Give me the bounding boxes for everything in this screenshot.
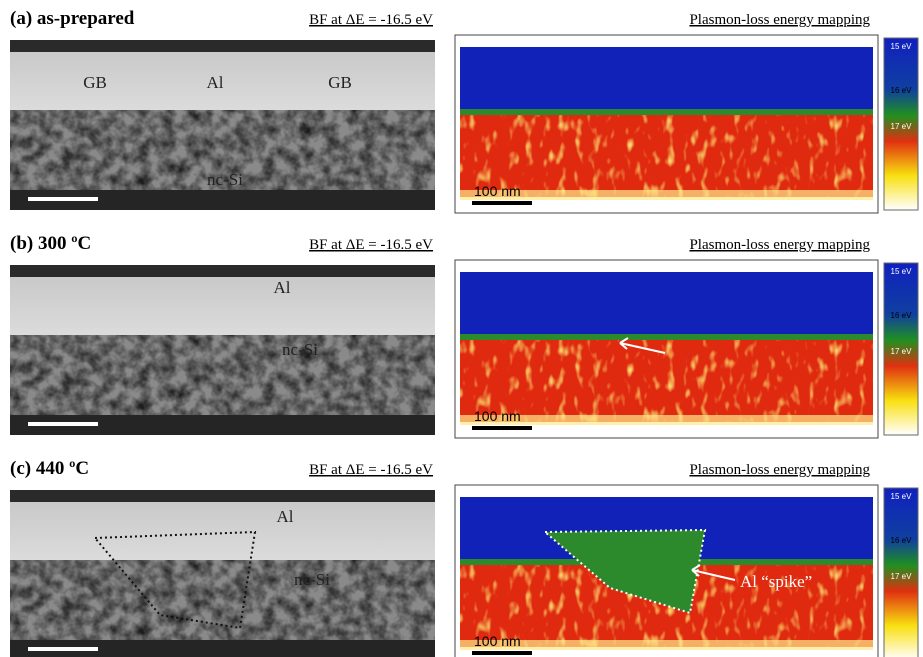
colorbar-label: 16 eV [891,86,913,95]
figure: (a) as-prepared BF at ΔE = -16.5 eV Plasmo… [0,0,923,657]
panel-label: (a) as-prepared [10,8,135,29]
left-title: BF at ΔE = -16.5 eV [309,12,433,28]
panel-label: (b) 300 ºC [10,233,91,254]
colorbar-label: 17 eV [891,347,913,356]
tem-al [10,502,435,562]
map-fade [460,190,873,200]
scale-bar [28,422,98,426]
map-fade [460,640,873,650]
right-title: Plasmon-loss energy mapping [689,12,870,28]
map-speck [460,340,873,422]
tem-top [10,490,435,502]
annotation: GB [328,73,352,92]
tem-top [10,40,435,52]
map-green [460,109,873,115]
scale-bar [28,647,98,651]
right-title: Plasmon-loss energy mapping [689,462,870,478]
tem-al [10,277,435,337]
annotation: Al [277,507,294,526]
scale-label: 100 nm [474,183,521,199]
scale-bar [472,201,532,205]
scale-bar [472,651,532,655]
colorbar-label: 15 eV [891,492,913,501]
annotation: nc-Si [207,170,243,189]
right-title: Plasmon-loss energy mapping [689,237,870,253]
left-title: BF at ΔE = -16.5 eV [309,462,433,478]
left-title: BF at ΔE = -16.5 eV [309,237,433,253]
map-annotation: Al “spike” [740,572,812,591]
panel: (a) as-prepared BF at ΔE = -16.5 eV Plasmo… [10,8,918,213]
colorbar-label: 15 eV [891,42,913,51]
annotation: nc-Si [294,570,330,589]
annotation: GB [83,73,107,92]
annotation: nc-Si [282,340,318,359]
scale-label: 100 nm [474,408,521,424]
tem-texture [10,335,435,417]
tem-top [10,265,435,277]
scale-bar [28,197,98,201]
colorbar-label: 17 eV [891,122,913,131]
map-blue [460,47,873,112]
panel: (b) 300 ºC BF at ΔE = -16.5 eV Plasmon-los… [10,233,918,438]
scale-bar [472,426,532,430]
colorbar-label: 16 eV [891,311,913,320]
colorbar-label: 16 eV [891,536,913,545]
panel-label: (c) 440 ºC [10,458,89,479]
colorbar-label: 17 eV [891,572,913,581]
colorbar-label: 15 eV [891,267,913,276]
map-speck [460,115,873,197]
map-fade [460,415,873,425]
annotation: Al [207,73,224,92]
map-green [460,334,873,340]
panel: (c) 440 ºC BF at ΔE = -16.5 eV Plasmon-los… [10,458,918,657]
map-blue [460,272,873,337]
annotation: Al [274,278,291,297]
scale-label: 100 nm [474,633,521,649]
tem-texture [10,560,435,642]
